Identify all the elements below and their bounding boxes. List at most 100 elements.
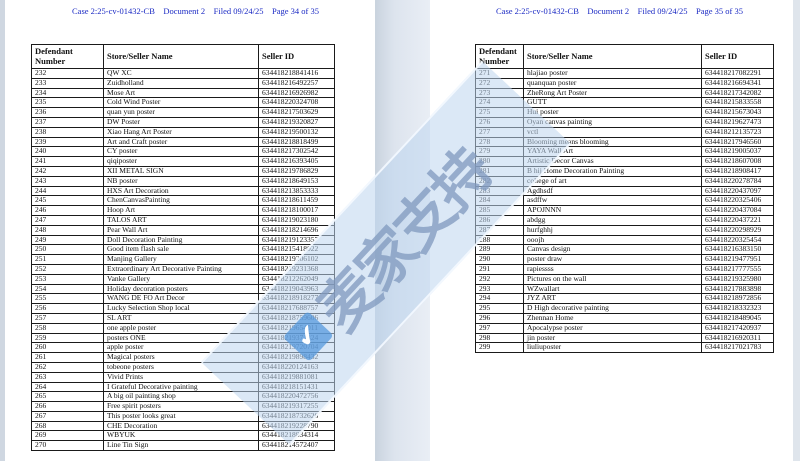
table-row: 272 quanquan poster 634418216694341 <box>475 77 774 89</box>
cell: 255 <box>31 293 104 305</box>
cell: 257 <box>31 312 104 324</box>
cell: 240 <box>31 146 104 158</box>
cell: 634418218841416 <box>258 68 335 79</box>
cell: 237 <box>31 116 104 128</box>
cell: Extraordinary Art Decorative Painting <box>103 263 259 275</box>
cell: WBYUK <box>103 430 259 442</box>
cell: DW Poster <box>103 116 259 128</box>
cell: Agdhsdf <box>523 185 702 197</box>
cell: GUTT <box>523 97 702 109</box>
table-row: 238 Xiao Hang Art Poster 634418219500132 <box>31 126 335 138</box>
table-row: 267 This poster looks great 63441821873262… <box>31 410 335 422</box>
cell: 249 <box>31 234 104 246</box>
cell: 634418219231368 <box>258 263 335 275</box>
table-row: 260 apple poster 634418219720704 <box>31 342 335 354</box>
cell: 634418218611459 <box>258 195 335 207</box>
table-row: 233 Zuidholland 634418216492257 <box>31 77 335 89</box>
cell: 280 <box>475 156 524 167</box>
cell: 253 <box>31 273 104 285</box>
cell: 260 <box>31 342 104 354</box>
cell: 266 <box>31 401 104 412</box>
cell: 634418218151431 <box>258 381 335 393</box>
table-row: 251 Manjing Gallery 634418219206102 <box>31 254 335 265</box>
cell: 271 <box>475 68 524 79</box>
table-header-row: Defendant Number Store/Seller Name Selle… <box>31 44 335 69</box>
table-row: 283 Agdhsdf 634418220437097 <box>475 185 774 197</box>
table-row: 258 one apple poster 634418219654011 <box>31 322 335 334</box>
cell: ooojh <box>523 234 702 246</box>
cell: 634418215833558 <box>701 97 774 109</box>
cell: Canvas design <box>523 244 702 256</box>
cell: XII METAL SIGN <box>103 165 259 177</box>
cell: 290 <box>475 254 524 265</box>
table-row: 297 Apocalypse poster 634418217420937 <box>475 322 774 334</box>
cell: 277 <box>475 126 524 138</box>
cell: 634418217082291 <box>701 68 774 79</box>
cell: 634418217883898 <box>701 283 774 295</box>
table-row: 266 Free spirit posters 634418219317255 <box>31 401 335 412</box>
column-header-seller-id: Seller ID <box>258 44 335 69</box>
cell: 268 <box>31 420 104 432</box>
cell: 282 <box>475 175 524 187</box>
cell: APOJNNN <box>523 205 702 216</box>
defendants-table-page-34: Defendant Number Store/Seller Name Selle… <box>31 44 335 452</box>
cell: TALOS ART <box>103 214 259 226</box>
table-row: 262 tobeone posters 634418220124163 <box>31 361 335 373</box>
cell: apple poster <box>103 342 259 354</box>
cell: Blooming means blooming <box>523 136 702 148</box>
table-row: 275 Hui poster 634418215673043 <box>475 107 774 118</box>
cell: 293 <box>475 283 524 295</box>
cell: 244 <box>31 185 104 197</box>
cell: 634418217946560 <box>701 136 774 148</box>
cell: Line Tin Sign <box>103 440 259 452</box>
cell: 634418219005037 <box>701 146 774 158</box>
table-row: 274 GUTT 634418215833558 <box>475 97 774 109</box>
cell: 634418220437221 <box>701 214 774 226</box>
table-row: 271 hlajiao poster 634418217082291 <box>475 68 774 79</box>
column-header-seller-id: Seller ID <box>701 44 774 69</box>
cell: 634418218332323 <box>701 303 774 314</box>
cell: vctl <box>523 126 702 138</box>
cell: abdgg <box>523 214 702 226</box>
cell: 634418219881081 <box>258 371 335 383</box>
cell: NB poster <box>103 175 259 187</box>
table-row: 245 ChenCanvasPainting 634418218611459 <box>31 195 335 207</box>
table-row: 261 Magical posters 634418219898432 <box>31 352 335 363</box>
cell: QW XC <box>103 68 259 79</box>
cell: 634418220325454 <box>701 234 774 246</box>
cell: 634418218732626 <box>258 410 335 422</box>
cell: 634418215418022 <box>258 244 335 256</box>
cell: 238 <box>31 126 104 138</box>
cell: 248 <box>31 224 104 236</box>
table-row: 263 Vivid Prints 634418219881081 <box>31 371 335 383</box>
cell: Free spirit posters <box>103 401 259 412</box>
table-row: 276 Oyan canvas painting 634418219627473 <box>475 116 774 128</box>
table-row: 252 Extraordinary Art Decorative Painting… <box>31 263 335 275</box>
cell: Cold Wind Poster <box>103 97 259 109</box>
cell: 634418218834314 <box>258 430 335 442</box>
cell: 279 <box>475 146 524 158</box>
cell: 288 <box>475 234 524 246</box>
cell: 634418216920311 <box>701 332 774 344</box>
cell: 634418218908417 <box>701 165 774 177</box>
cell: qiqiposter <box>103 156 259 167</box>
cell: 232 <box>31 68 104 79</box>
cell: 634418217021783 <box>701 342 774 354</box>
cell: 276 <box>475 116 524 128</box>
cell: 251 <box>31 254 104 265</box>
cell: JYZ ART <box>523 293 702 305</box>
cell: hlajiao poster <box>523 68 702 79</box>
cell: 634418218607008 <box>701 156 774 167</box>
cell: 634418217688757 <box>258 303 335 314</box>
cell: 252 <box>31 263 104 275</box>
table-row: 232 QW XC 634418218841416 <box>31 68 335 79</box>
table-row: 253 Vanke Gallery 634418212262049 <box>31 273 335 285</box>
cell: 634418216383150 <box>701 244 774 256</box>
cell: 235 <box>31 97 104 109</box>
table-row: 240 CY poster 634418217302542 <box>31 146 335 158</box>
table-row: 293 WZwallart 634418217883898 <box>475 283 774 295</box>
table-row: 250 Good item flash sale 634418215418022 <box>31 244 335 256</box>
table-row: 299 liuliuposter 634418217021783 <box>475 342 774 354</box>
cell: 246 <box>31 205 104 216</box>
cell: Good item flash sale <box>103 244 259 256</box>
